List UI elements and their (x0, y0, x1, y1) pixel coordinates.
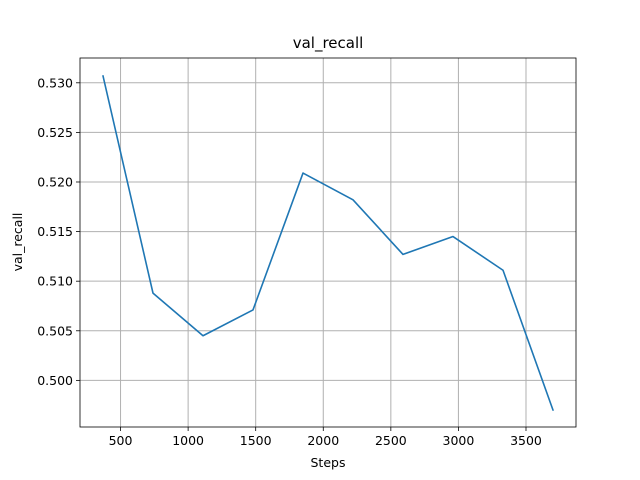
y-axis-title: val_recall (10, 213, 25, 272)
y-tick-label: 0.500 (37, 373, 73, 388)
x-tick-label: 1000 (172, 433, 204, 448)
x-tick-label: 2500 (375, 433, 407, 448)
y-tick-label: 0.510 (37, 274, 73, 289)
y-tick-label: 0.515 (37, 224, 73, 239)
y-tick-label: 0.530 (37, 75, 73, 90)
x-axis: 500 1000 1500 2000 2500 3000 3500 (109, 427, 542, 448)
plot-frame (79, 57, 577, 428)
x-tick-label: 1500 (240, 433, 272, 448)
y-tick-label: 0.525 (37, 125, 73, 140)
x-tick-label: 500 (109, 433, 133, 448)
x-tick-label: 2000 (307, 433, 339, 448)
x-axis-title: Steps (311, 455, 346, 470)
grid (80, 58, 576, 427)
y-axis: 0.500 0.505 0.510 0.515 0.520 0.525 0.530 (37, 75, 80, 388)
series-layer (102, 75, 554, 411)
chart-title: val_recall (293, 34, 364, 53)
x-tick-label: 3000 (443, 433, 475, 448)
y-tick-label: 0.505 (37, 323, 73, 338)
y-tick-label: 0.520 (37, 174, 73, 189)
x-tick-label: 3500 (510, 433, 542, 448)
series-line (102, 75, 554, 411)
